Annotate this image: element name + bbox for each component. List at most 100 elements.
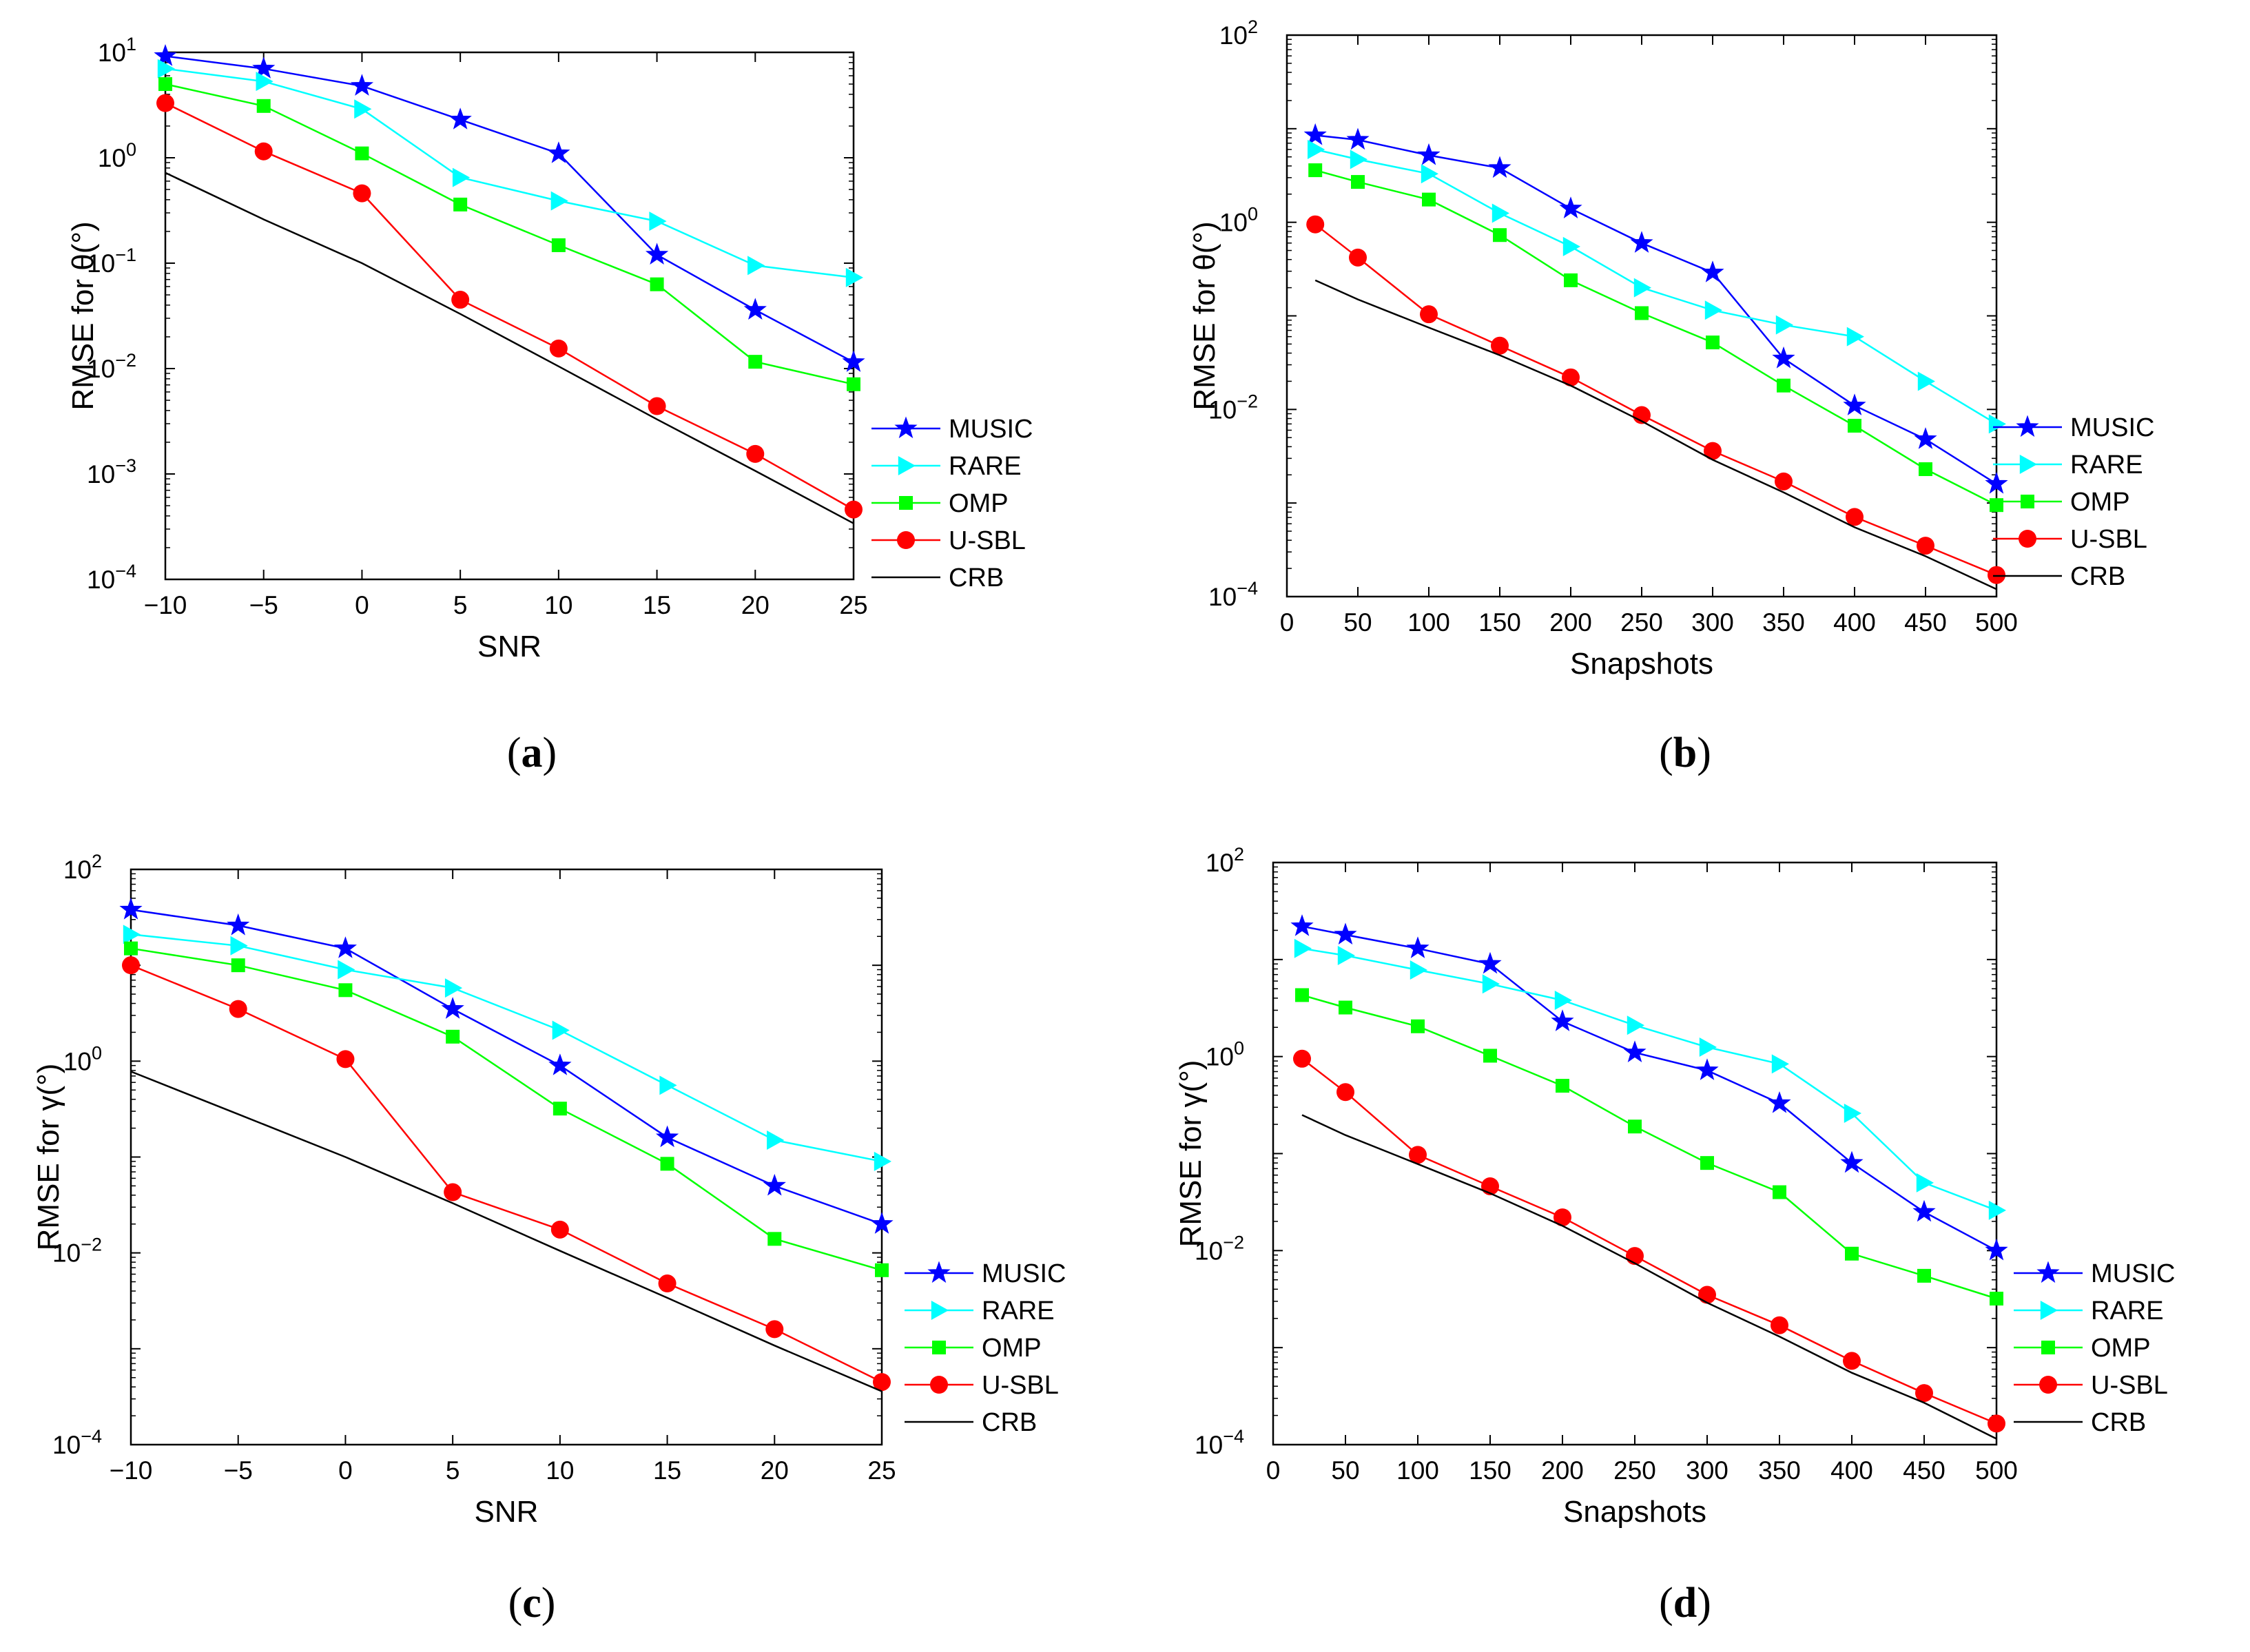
data-point <box>1845 1246 1859 1261</box>
data-point <box>1706 335 1720 350</box>
y-tick-label: 100 <box>63 1042 102 1075</box>
data-point <box>1491 336 1509 355</box>
chart-d-svg: 10−4 10−2 100 102 0 50 100 150 200 250 300 350 400 45… <box>1174 844 2175 1529</box>
x-tick-label: 500 <box>1975 608 2018 637</box>
legend-label: OMP <box>2070 488 2130 517</box>
x-tick-label: 0 <box>338 1456 353 1485</box>
data-point <box>1917 371 1935 391</box>
legend-label: U-SBL <box>2091 1371 2168 1400</box>
data-point <box>230 936 248 956</box>
data-point <box>452 167 471 187</box>
legend-label: CRB <box>982 1408 1037 1437</box>
data-point <box>1564 273 1578 287</box>
data-point <box>227 913 250 936</box>
x-tick-label: 100 <box>1407 608 1450 637</box>
legend: MUSIC RARE OMP U-SBL CRB <box>1993 413 2154 591</box>
data-point <box>547 141 570 163</box>
data-point <box>743 298 767 320</box>
x-tick-label: 450 <box>1903 1456 1945 1485</box>
panel-b: 10−4 10−2 100 102 0 50 100 150 200 250 300 350 400 45… <box>1125 0 2250 758</box>
data-point <box>847 377 860 391</box>
legend-marker <box>2039 1376 2057 1394</box>
y-axis: 10−4 10−2 100 102 <box>1208 17 1996 611</box>
data-point <box>1844 1104 1861 1124</box>
data-point <box>154 43 177 66</box>
data-point <box>333 936 358 958</box>
x-tick-label: 50 <box>1343 608 1372 637</box>
x-axis-label: SNR <box>477 630 541 663</box>
data-point <box>350 74 374 96</box>
data-point <box>1421 164 1438 184</box>
data-point <box>767 1130 785 1150</box>
data-point <box>1840 1150 1864 1173</box>
data-point <box>1912 1199 1936 1222</box>
data-point <box>1914 427 1937 449</box>
data-point <box>550 1220 569 1239</box>
data-point <box>1635 306 1649 320</box>
x-tick-label: 250 <box>1613 1456 1656 1485</box>
data-point <box>767 1232 782 1246</box>
data-point <box>158 77 172 92</box>
data-point <box>1773 1185 1786 1199</box>
data-point <box>1988 414 2006 434</box>
data-point <box>1630 231 1653 253</box>
data-point <box>845 500 863 519</box>
legend-label: OMP <box>949 489 1009 518</box>
data-point <box>1777 378 1790 393</box>
x-tick-label: 0 <box>1266 1456 1281 1485</box>
data-point <box>1701 260 1724 282</box>
data-point <box>875 1263 889 1277</box>
data-point <box>124 941 138 956</box>
data-point <box>1293 1049 1311 1068</box>
legend-label: U-SBL <box>982 1371 1059 1400</box>
data-point <box>353 184 371 203</box>
data-point <box>1336 1083 1354 1102</box>
data-point <box>1492 203 1509 223</box>
series-crb <box>165 172 854 524</box>
series-rare <box>157 59 863 287</box>
data-point <box>1623 1040 1647 1063</box>
legend-marker <box>2019 455 2037 474</box>
data-point <box>874 1151 891 1171</box>
data-point <box>763 1173 786 1196</box>
legend-marker <box>2041 1341 2055 1354</box>
data-point <box>1478 951 1502 974</box>
data-point <box>845 267 863 287</box>
x-tick-label: −10 <box>144 591 187 619</box>
data-point <box>1290 914 1314 936</box>
chart-b-svg: 10−4 10−2 100 102 0 50 100 150 200 250 300 350 400 45… <box>1188 17 2154 681</box>
data-point <box>660 1157 674 1171</box>
y-tick-label: 10−2 <box>52 1235 102 1268</box>
legend-marker <box>931 1301 949 1320</box>
plot-frame <box>164 51 855 581</box>
caption-b: (b) <box>1659 730 1711 776</box>
data-point <box>1990 498 2003 513</box>
legend: MUSIC RARE OMP U-SBL CRB <box>905 1259 1066 1437</box>
data-point <box>746 444 765 463</box>
data-point <box>1772 346 1795 369</box>
x-tick-label: 5 <box>446 1456 460 1485</box>
legend-label: RARE <box>2091 1297 2164 1325</box>
data-point <box>1349 248 1367 267</box>
data-point <box>659 1075 677 1095</box>
data-point <box>765 1320 784 1339</box>
data-point <box>156 94 174 112</box>
y-axis-label: RMSE for θ(°) <box>66 221 100 410</box>
x-tick-label: 0 <box>355 591 369 619</box>
y-tick-label: 10−2 <box>1208 391 1258 424</box>
x-axis: 0 50 100 150 200 250 300 350 400 450 500 <box>1280 35 2018 637</box>
data-point <box>1483 1049 1497 1063</box>
series-rare <box>1294 938 2006 1220</box>
series-music <box>1290 914 2008 1261</box>
legend-label: U-SBL <box>949 526 1026 555</box>
data-point <box>1306 215 1325 234</box>
data-point <box>658 1274 677 1293</box>
data-point <box>1988 566 2005 584</box>
data-point <box>1554 1208 1571 1227</box>
x-tick-label: 150 <box>1469 1456 1511 1485</box>
legend-label: OMP <box>2091 1334 2151 1363</box>
panel-d: 10−4 10−2 100 102 0 50 100 150 200 250 300 350 400 45… <box>1125 827 2250 1649</box>
legend-label: MUSIC <box>2091 1259 2175 1288</box>
data-point <box>1626 1247 1644 1266</box>
y-tick-label: 10−4 <box>1208 578 1258 611</box>
